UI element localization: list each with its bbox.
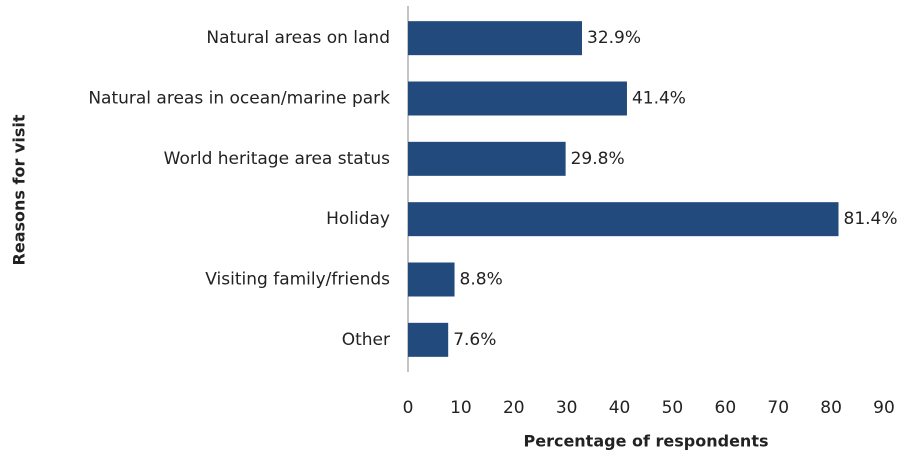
x-tick-label: 20 [503,398,525,418]
x-tick-label: 90 [873,398,895,418]
value-label: 8.8% [460,270,503,290]
value-label: 32.9% [587,28,641,48]
y-tick-label: Holiday [326,209,390,229]
value-label: 81.4% [844,209,898,229]
y-tick-label: Visiting family/friends [205,270,390,290]
x-axis-title: Percentage of respondents [523,432,768,451]
value-label: 7.6% [453,330,496,350]
bar [408,81,627,116]
x-tick-label: 0 [403,398,414,418]
bar [408,21,583,56]
bar [408,322,449,357]
value-label: 29.8% [571,149,625,169]
y-axis-title: Reasons for visit [10,114,29,265]
x-tick-label: 80 [820,398,842,418]
y-tick-label: Natural areas in ocean/marine park [88,89,390,109]
x-tick-label: 70 [767,398,789,418]
x-tick-label: 50 [662,398,684,418]
bar [408,141,566,176]
value-label: 41.4% [632,89,686,109]
x-tick-label: 10 [450,398,472,418]
y-tick-label: Other [342,330,390,350]
x-tick-label: 40 [609,398,631,418]
x-tick-label: 30 [556,398,578,418]
y-tick-label: Natural areas on land [206,28,390,48]
x-tick-label: 60 [715,398,737,418]
bar [408,202,839,237]
bar [408,262,455,297]
y-tick-label: World heritage area status [164,149,390,169]
